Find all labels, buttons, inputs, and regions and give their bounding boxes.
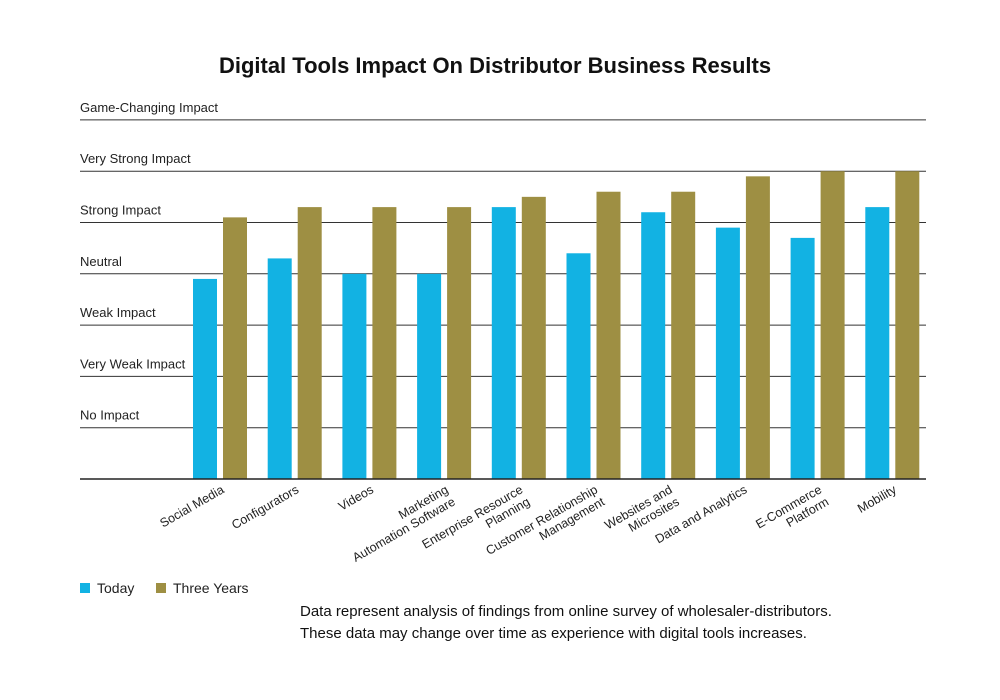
legend-label: Today <box>97 580 134 596</box>
bar-today <box>267 258 292 479</box>
bar-today <box>715 227 740 479</box>
bar-three-years <box>521 196 546 479</box>
footnote-line-2: These data may change over time as exper… <box>300 625 807 642</box>
bar-today <box>342 273 367 479</box>
x-axis-labels: Social Media Configurators Videos Marketing… <box>158 482 900 565</box>
footnote-line-1: Data represent analysis of findings from… <box>300 603 832 620</box>
bar-three-years <box>745 176 770 479</box>
x-tick-label: Configurators <box>229 482 301 532</box>
legend-label: Three Years <box>173 580 249 596</box>
bar-three-years <box>223 217 247 479</box>
legend-swatch <box>80 583 90 593</box>
legend-swatch <box>156 583 166 593</box>
bar-today <box>566 253 591 479</box>
y-tick-label: No Impact <box>80 408 140 423</box>
bar-three-years <box>671 191 696 479</box>
y-tick-label: Game-Changing Impact <box>80 100 218 115</box>
bar-three-years <box>447 207 472 480</box>
bar-three-years <box>820 171 845 479</box>
y-axis-labels: No Impact Very Weak Impact Weak Impact Neut… <box>80 100 218 423</box>
bar-today <box>641 212 666 480</box>
y-tick-label: Weak Impact <box>80 305 156 320</box>
y-tick-label: Neutral <box>80 254 122 269</box>
x-tick-label: E-CommercePlatform <box>753 482 831 543</box>
x-tick-label: Videos <box>336 482 376 513</box>
bar-today <box>865 207 890 480</box>
x-tick-label: Mobility <box>855 482 899 516</box>
y-tick-label: Strong Impact <box>80 203 161 218</box>
bar-three-years <box>596 191 621 479</box>
bars <box>193 171 920 480</box>
footnote: Data represent analysis of findings from… <box>300 601 990 645</box>
bar-today <box>417 273 442 479</box>
bar-today <box>193 278 217 479</box>
chart-title: Digital Tools Impact On Distributor Busi… <box>219 53 771 78</box>
x-tick-label: Social Media <box>158 482 227 530</box>
bar-today <box>790 237 815 479</box>
bar-three-years <box>372 207 397 480</box>
y-tick-label: Very Weak Impact <box>80 356 186 371</box>
legend: Today Three Years <box>80 580 249 596</box>
y-tick-label: Very Strong Impact <box>80 151 191 166</box>
bar-three-years <box>297 207 322 480</box>
bar-today <box>491 207 516 480</box>
bar-three-years <box>895 171 920 479</box>
